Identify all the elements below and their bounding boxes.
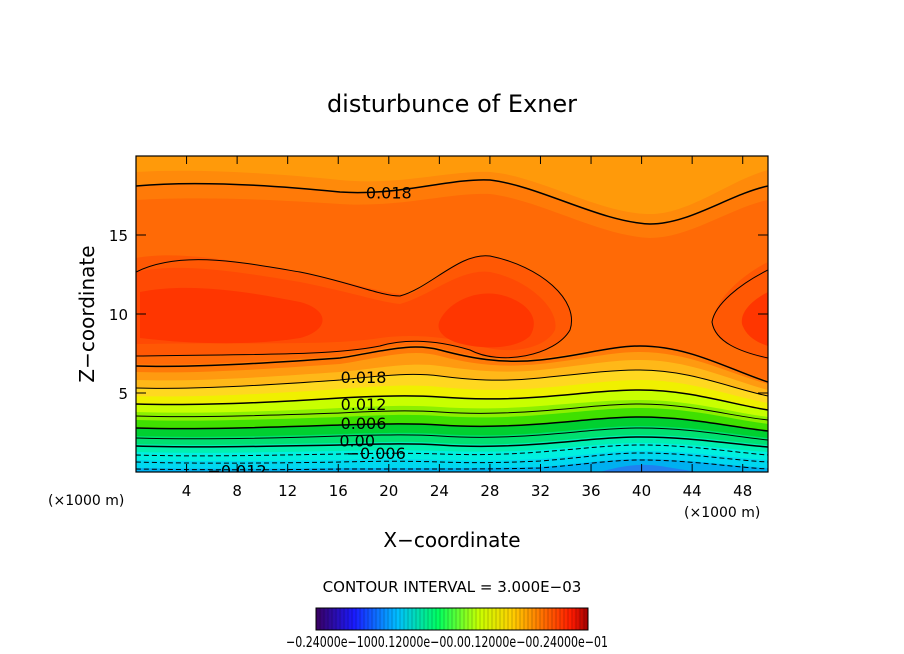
contour-label: 0.00 bbox=[339, 431, 375, 450]
chart-title: disturbunce of Exner bbox=[327, 90, 577, 118]
x-tick-label: 16 bbox=[329, 482, 348, 500]
x-tick-label: 48 bbox=[733, 482, 752, 500]
colorbar-ticks bbox=[319, 608, 585, 630]
x-tick-label: 44 bbox=[683, 482, 702, 500]
x-unit-left: (×1000 m) bbox=[48, 493, 124, 509]
contour-line bbox=[136, 389, 768, 411]
contour-line bbox=[136, 345, 768, 383]
contour-line bbox=[136, 452, 768, 464]
x-axis-label: X−coordinate bbox=[383, 528, 520, 552]
colorbar-frame bbox=[315, 607, 589, 631]
contour-label: −0.006 bbox=[347, 444, 406, 463]
contour-line bbox=[136, 416, 768, 432]
contour-line bbox=[136, 403, 768, 421]
contour-label: 0.006 bbox=[341, 414, 387, 433]
contour-label: 0.012 bbox=[341, 395, 387, 414]
colorbar: −0.24000e−1000.12000e−00.00.12000e−00.24… bbox=[286, 607, 608, 651]
contour-line bbox=[711, 269, 768, 359]
contour-line bbox=[136, 444, 768, 457]
contour-line bbox=[136, 255, 572, 359]
x-tick-label: 20 bbox=[379, 482, 398, 500]
contour-interval-note: CONTOUR INTERVAL = 3.000E−03 bbox=[323, 578, 582, 596]
contour-line bbox=[136, 427, 768, 441]
x-axis: 4 8 12 16 20 24 28 32 36 40 44 48 bbox=[182, 156, 752, 500]
x-tick-label: 24 bbox=[430, 482, 449, 500]
x-tick-label: 36 bbox=[581, 482, 600, 500]
contour-line bbox=[136, 369, 768, 397]
y-axis-label: Z−coordinate bbox=[75, 245, 99, 382]
contour-band bbox=[438, 293, 534, 348]
x-tick-label: 4 bbox=[182, 482, 192, 500]
x-tick-label: 8 bbox=[232, 482, 242, 500]
y-axis: 5 10 15 bbox=[109, 227, 768, 403]
contour-label: 0.018 bbox=[366, 183, 412, 202]
contour-band bbox=[140, 287, 323, 344]
contour-band bbox=[741, 292, 768, 346]
contour-line bbox=[136, 459, 768, 471]
x-tick-label: 28 bbox=[480, 482, 499, 500]
x-tick-label: 12 bbox=[278, 482, 297, 500]
x-unit-right: (×1000 m) bbox=[684, 505, 760, 521]
contour-band bbox=[136, 459, 768, 472]
contour-label: 0.018 bbox=[341, 368, 387, 387]
contour-band bbox=[600, 464, 700, 472]
colorbar-gradient bbox=[316, 608, 588, 630]
y-tick-label: 5 bbox=[118, 385, 128, 403]
x-tick-label: 40 bbox=[632, 482, 651, 500]
y-tick-label: 10 bbox=[109, 306, 128, 324]
y-tick-label: 15 bbox=[109, 227, 128, 245]
contour-lines bbox=[136, 179, 768, 471]
x-tick-label: 32 bbox=[531, 482, 550, 500]
contour-line bbox=[136, 179, 768, 225]
colorbar-labels: −0.24000e−1000.12000e−00.00.12000e−00.24… bbox=[286, 633, 608, 651]
contour-line bbox=[136, 436, 768, 448]
